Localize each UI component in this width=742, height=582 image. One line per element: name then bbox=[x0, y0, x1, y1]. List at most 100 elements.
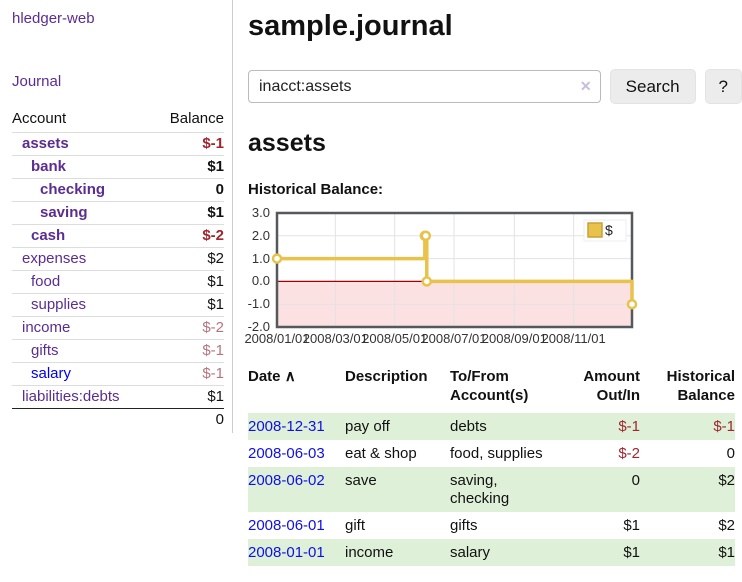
account-row: checking 0 bbox=[12, 178, 224, 202]
header-description: Description bbox=[345, 368, 428, 385]
accounts-header-row: Account Balance bbox=[12, 107, 224, 133]
account-link[interactable]: checking bbox=[40, 181, 106, 198]
accounts-header-account: Account bbox=[12, 110, 67, 127]
account-link[interactable]: liabilities:debts bbox=[22, 388, 120, 405]
transaction-date-link[interactable]: 2008-12-31 bbox=[248, 418, 325, 435]
account-link[interactable]: income bbox=[22, 319, 71, 336]
y-tick-label: -1.0 bbox=[247, 296, 270, 312]
accounts-table-body: assets $-1 bank $1 checking 0 saving $1 cash $-2 e… bbox=[12, 132, 224, 409]
account-link[interactable]: food bbox=[31, 273, 61, 290]
txn-date-cell: 2008-12-31 bbox=[248, 413, 345, 440]
transactions-header-row: Date ∧ Description To/From Account(s) Amo… bbox=[248, 365, 735, 413]
account-link[interactable]: supplies bbox=[31, 296, 87, 313]
accounts-total-row: 0 bbox=[12, 408, 224, 431]
account-balance: $-2 bbox=[152, 316, 224, 340]
header-amount: Amount Out/In bbox=[583, 368, 640, 404]
search-help-button[interactable]: ? bbox=[704, 69, 742, 104]
account-balance: $1 bbox=[152, 385, 224, 409]
header-date[interactable]: Date ∧ bbox=[248, 368, 296, 385]
account-row: supplies $1 bbox=[12, 293, 224, 317]
accounts-header-balance: Balance bbox=[169, 110, 224, 127]
account-balance: $-2 bbox=[152, 224, 224, 248]
account-row: salary $-1 bbox=[12, 362, 224, 386]
x-tick-label: 2008/03/01 bbox=[302, 331, 368, 346]
clear-search-icon[interactable]: ✕ bbox=[579, 78, 592, 94]
txn-date-cell: 2008-06-03 bbox=[248, 440, 345, 467]
transaction-date-link[interactable]: 2008-06-03 bbox=[248, 445, 325, 462]
account-balance: $1 bbox=[152, 270, 224, 294]
account-row: assets $-1 bbox=[12, 132, 224, 156]
table-row: 2008-06-02 save saving, checking 0 $2 bbox=[248, 467, 735, 512]
chart-title: Historical Balance: bbox=[248, 181, 384, 198]
account-link[interactable]: expenses bbox=[22, 250, 87, 267]
header-balance: Historical Balance bbox=[666, 368, 735, 404]
txn-description-cell: save bbox=[345, 472, 377, 489]
search-form: ✕ Search ? bbox=[248, 69, 742, 104]
table-row: 2008-06-03 eat & shop food, supplies $-2 0 bbox=[248, 440, 735, 467]
svg-text:$: $ bbox=[605, 222, 613, 238]
table-row: 2008-06-01 gift gifts $1 $2 bbox=[248, 512, 735, 539]
txn-balance-cell: $2 bbox=[718, 472, 735, 489]
app-title-link[interactable]: hledger-web bbox=[12, 10, 95, 27]
transactions-table-body: 2008-12-31 pay off debts $-1 $-1 2008-06-03 ea… bbox=[248, 413, 735, 566]
account-balance: $1 bbox=[152, 155, 224, 179]
x-tick-label: 2008/01/01 bbox=[244, 331, 310, 346]
txn-accounts-cell: debts bbox=[450, 418, 487, 435]
account-link[interactable]: cash bbox=[31, 227, 66, 244]
search-button[interactable]: Search bbox=[609, 69, 696, 104]
x-tick-label: 2008/05/01 bbox=[362, 331, 428, 346]
account-heading: assets bbox=[248, 129, 326, 157]
y-tick-label: 0.0 bbox=[251, 273, 270, 289]
account-row: gifts $-1 bbox=[12, 339, 224, 363]
transaction-date-link[interactable]: 2008-06-02 bbox=[248, 472, 325, 489]
account-row: liabilities:debts $1 bbox=[12, 385, 224, 409]
txn-amount-cell: $1 bbox=[623, 517, 640, 534]
txn-amount-cell: 0 bbox=[631, 472, 640, 489]
x-tick-label: 2008/07/01 bbox=[421, 331, 487, 346]
txn-description-cell: pay off bbox=[345, 418, 390, 435]
txn-date-cell: 2008-06-02 bbox=[248, 467, 345, 512]
account-row: saving $1 bbox=[12, 201, 224, 225]
y-tick-label: 3.0 bbox=[251, 205, 270, 220]
account-balance: $1 bbox=[152, 201, 224, 225]
nav-journal-link[interactable]: Journal bbox=[12, 73, 62, 90]
table-row: 2008-12-31 pay off debts $-1 $-1 bbox=[248, 413, 735, 440]
account-row: bank $1 bbox=[12, 155, 224, 179]
txn-description-cell: eat & shop bbox=[345, 445, 417, 462]
txn-balance-cell: $1 bbox=[718, 544, 735, 561]
txn-description-cell: income bbox=[345, 544, 394, 561]
page-title: sample.journal bbox=[248, 10, 453, 42]
account-link[interactable]: salary bbox=[31, 365, 72, 382]
txn-accounts-cell: gifts bbox=[450, 517, 478, 534]
account-link[interactable]: bank bbox=[31, 158, 67, 175]
header-accounts: To/From Account(s) bbox=[450, 368, 529, 404]
transaction-date-link[interactable]: 2008-06-01 bbox=[248, 517, 325, 534]
y-tick-label: -2.0 bbox=[247, 319, 270, 334]
account-balance: $-1 bbox=[152, 132, 224, 156]
account-link[interactable]: gifts bbox=[31, 342, 59, 359]
account-row: income $-2 bbox=[12, 316, 224, 340]
txn-date-cell: 2008-01-01 bbox=[248, 539, 345, 566]
y-tick-label: 1.0 bbox=[251, 250, 270, 266]
y-tick-label: 2.0 bbox=[251, 227, 270, 243]
table-row: 2008-01-01 income salary $1 $1 bbox=[248, 539, 735, 566]
accounts-total-value: 0 bbox=[152, 408, 224, 431]
account-balance: $-1 bbox=[152, 339, 224, 363]
account-balance: $1 bbox=[152, 293, 224, 317]
txn-amount-cell: $1 bbox=[623, 544, 640, 561]
txn-amount-cell: $-1 bbox=[618, 418, 640, 435]
main-content: sample.journal ✕ Search ? assets Histori… bbox=[244, 0, 742, 566]
account-link[interactable]: assets bbox=[22, 135, 69, 152]
x-tick-label: 2008/11/01 bbox=[541, 331, 606, 346]
txn-description-cell: gift bbox=[345, 517, 366, 534]
txn-amount-cell: $-2 bbox=[618, 445, 640, 462]
account-balance: $-1 bbox=[152, 362, 224, 386]
txn-accounts-cell: food, supplies bbox=[450, 445, 543, 462]
account-link[interactable]: saving bbox=[40, 204, 88, 221]
sidebar: hledger-web Journal Account Balance asse… bbox=[0, 0, 233, 433]
search-input[interactable] bbox=[248, 70, 601, 103]
txn-date-cell: 2008-06-01 bbox=[248, 512, 345, 539]
transaction-date-link[interactable]: 2008-01-01 bbox=[248, 544, 325, 561]
txn-balance-cell: $2 bbox=[718, 517, 735, 534]
account-balance: $2 bbox=[152, 247, 224, 271]
